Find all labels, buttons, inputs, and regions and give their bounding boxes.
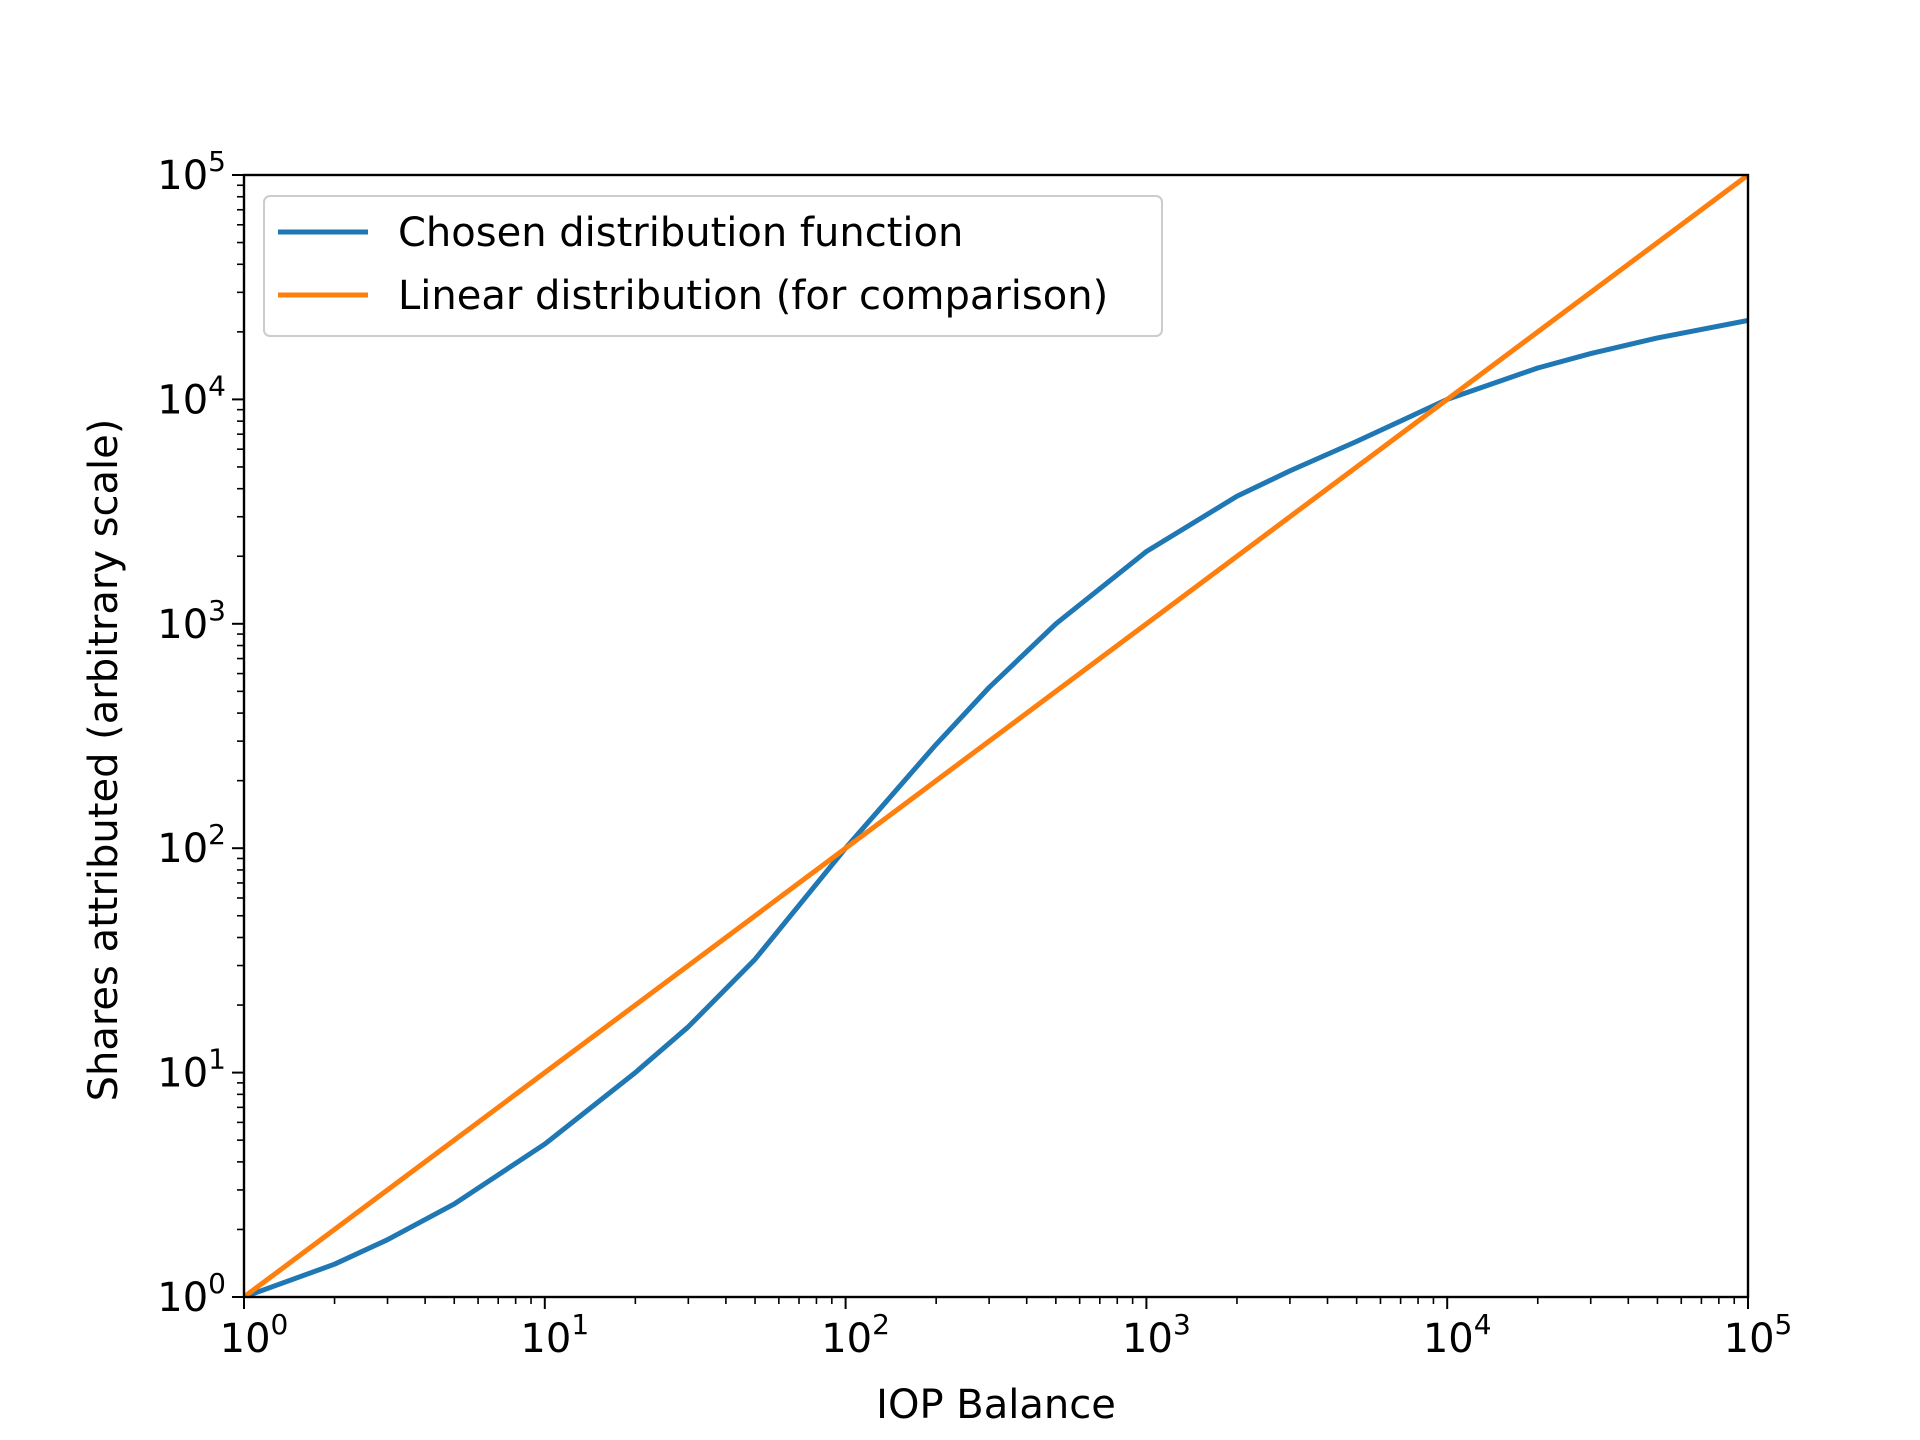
- y-tick-label: 101: [157, 1043, 226, 1097]
- legend: Chosen distribution function Linear distr…: [263, 195, 1163, 337]
- x-tick-label: 101: [520, 1308, 589, 1362]
- x-tick-label: 103: [1122, 1308, 1191, 1362]
- y-axis-label: Shares attributed (arbitrary scale): [81, 419, 127, 1102]
- x-tick-label: 102: [821, 1308, 890, 1362]
- tick-labels: 100 101 102 103 104 105 100 101 102 103 104 105: [157, 145, 1792, 1362]
- legend-label-2: Linear distribution (for comparison): [398, 273, 1108, 319]
- series-lines: [244, 175, 1748, 1297]
- x-axis-label: IOP Balance: [876, 1382, 1116, 1428]
- x-tick-label: 104: [1423, 1308, 1492, 1362]
- plot-area: [244, 175, 1748, 1297]
- x-tick-label: 100: [220, 1308, 289, 1362]
- x-tick-label: 105: [1724, 1308, 1793, 1362]
- y-tick-label: 103: [157, 594, 226, 648]
- series-line-1: [244, 317, 1748, 1297]
- series-line-2: [244, 175, 1748, 1297]
- y-tick-label: 102: [157, 818, 226, 872]
- plot-frame: [242, 173, 1750, 1299]
- legend-label-1: Chosen distribution function: [398, 210, 963, 256]
- y-tick-label: 105: [157, 145, 226, 199]
- y-tick-label: 100: [157, 1267, 226, 1321]
- legend-box: [263, 195, 1163, 337]
- y-tick-label: 104: [157, 369, 226, 423]
